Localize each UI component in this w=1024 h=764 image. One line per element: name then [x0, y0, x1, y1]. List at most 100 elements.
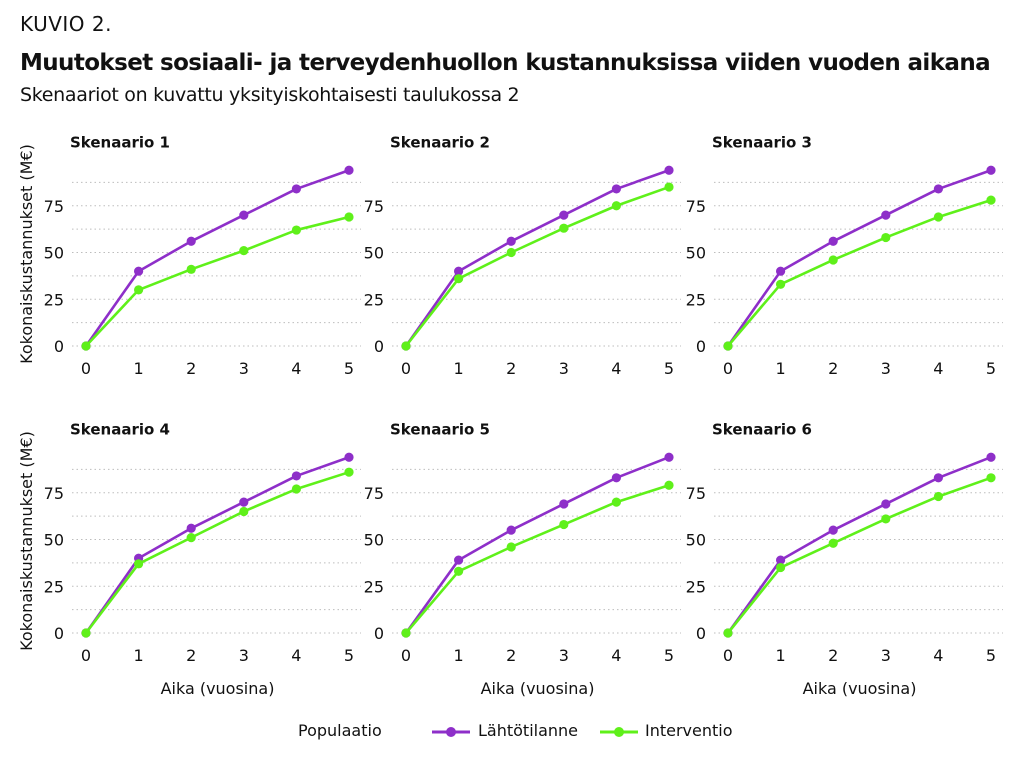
panel-4-line-lahtotilanne — [84, 455, 350, 634]
panel-6-x-tick-label: 4 — [933, 646, 943, 665]
panel-1-point-interventio — [134, 285, 144, 295]
panel-6-y-tick-label: 25 — [686, 577, 706, 596]
chart-subtitle: Skenaariot on kuvattu yksityiskohtaisest… — [20, 84, 520, 106]
panel-4-point-interventio — [291, 484, 301, 494]
panel-3-line-lahtotilanne — [726, 168, 992, 347]
panel-2-x-tick-label: 3 — [559, 359, 569, 378]
panel-3-point-lahtotilanne — [986, 165, 996, 175]
panel-1-y-tick-label: 75 — [44, 197, 64, 216]
panel-2-point-interventio — [664, 182, 674, 192]
panel-1-y-tick-label: 50 — [44, 244, 64, 263]
panel-1-x-tick-label: 4 — [291, 359, 301, 378]
panel-6-y-tick-label: 0 — [696, 624, 706, 643]
panel-2-point-lahtotilanne — [559, 210, 569, 220]
panel-6-line-interventio — [726, 476, 992, 634]
panel-2-y-tick-label: 0 — [374, 337, 384, 356]
panel-5-point-interventio — [611, 497, 622, 507]
panel-5-x-tick-label: 4 — [611, 646, 621, 665]
panel-4-y-tick-label: 50 — [44, 531, 64, 550]
panel-6-point-lahtotilanne — [776, 555, 786, 565]
panel-2-y-tick-label: 75 — [364, 197, 384, 216]
panel-1-point-lahtotilanne — [186, 236, 196, 246]
panel-4-x-tick-label: 4 — [291, 646, 301, 665]
panel-2-point-interventio — [611, 201, 622, 211]
panel-1-y-tick-label: 0 — [54, 337, 64, 356]
panel-1-point-interventio — [291, 225, 301, 235]
panel-3-point-interventio — [776, 279, 786, 289]
panel-6-point-lahtotilanne — [828, 525, 838, 535]
panel-2-point-lahtotilanne — [664, 165, 674, 175]
panel-1-line-lahtotilanne — [84, 168, 350, 347]
panel-6-x-tick-label: 3 — [881, 646, 891, 665]
panel-5-point-lahtotilanne — [454, 555, 464, 565]
panel-4-x-tick-label: 3 — [239, 646, 249, 665]
panel-1-point-interventio — [186, 264, 196, 274]
chart-title: Muutokset sosiaali- ja terveydenhuollon … — [20, 50, 991, 76]
panel-1-point-interventio — [344, 212, 354, 222]
panel-3-point-interventio — [723, 341, 733, 351]
panel-3-x-tick-label: 1 — [776, 359, 786, 378]
panel-3-x-tick-label: 2 — [828, 359, 838, 378]
panel-5-line-lahtotilanne — [404, 456, 670, 634]
panel-5-y-tick-label: 0 — [374, 624, 384, 643]
panel-4-x-tick-label: 0 — [81, 646, 91, 665]
panel-5-title: Skenaario 5 — [390, 420, 490, 438]
panel-2-point-interventio — [506, 247, 516, 258]
panel-2-point-lahtotilanne — [454, 266, 464, 276]
panel-4-point-lahtotilanne — [186, 523, 196, 533]
panel-2-x-tick-label: 2 — [506, 359, 516, 378]
panel-4-point-interventio — [344, 467, 354, 477]
panel-2-title: Skenaario 2 — [390, 133, 490, 151]
panel-4-line-interventio — [84, 470, 350, 634]
x-axis-label: Aika (vuosina) — [161, 679, 275, 698]
panel-2-x-tick-label: 4 — [611, 359, 621, 378]
panel-1-point-lahtotilanne — [134, 266, 144, 276]
panel-2-point-interventio — [401, 341, 411, 351]
panel-5-x-tick-label: 2 — [506, 646, 516, 665]
panel-6-y-tick-label: 75 — [686, 484, 706, 503]
panel-4-y-tick-label: 25 — [44, 577, 64, 596]
panel-3-x-tick-label: 4 — [933, 359, 943, 378]
panel-5-x-tick-label: 3 — [559, 646, 569, 665]
panel-2-point-interventio — [559, 223, 569, 233]
panel-5-point-lahtotilanne — [506, 525, 516, 535]
panel-5-point-lahtotilanne — [664, 452, 674, 462]
panel-4-point-interventio — [81, 628, 91, 638]
panel-6-point-lahtotilanne — [986, 452, 996, 462]
panel-2-y-tick-label: 25 — [364, 290, 384, 309]
panel-3-title: Skenaario 3 — [712, 133, 812, 151]
panel-5-point-lahtotilanne — [559, 499, 569, 509]
panel-4-point-interventio — [186, 533, 196, 543]
panel-5-x-tick-label: 0 — [401, 646, 411, 665]
panel-5-point-interventio — [401, 628, 411, 638]
panel-3-point-lahtotilanne — [828, 236, 838, 246]
panel-2-point-interventio — [454, 274, 464, 284]
panel-3-x-tick-label: 5 — [986, 359, 996, 378]
x-axis-label: Aika (vuosina) — [481, 679, 595, 698]
panel-2-line-interventio — [404, 185, 670, 347]
panel-6-point-interventio — [881, 514, 891, 524]
panel-3-point-lahtotilanne — [776, 266, 786, 276]
panel-6-point-interventio — [828, 538, 838, 548]
panel-3-point-lahtotilanne — [881, 210, 891, 220]
panel-5-point-interventio — [454, 566, 464, 576]
panel-2-x-tick-label: 0 — [401, 359, 411, 378]
panel-5-point-interventio — [664, 480, 674, 490]
panel-4-x-tick-label: 2 — [186, 646, 196, 665]
panel-3-point-lahtotilanne — [933, 184, 944, 194]
panel-6-point-interventio — [723, 628, 733, 638]
panel-5-y-tick-label: 75 — [364, 484, 384, 503]
panel-1-point-lahtotilanne — [239, 210, 249, 220]
panel-3-point-interventio — [933, 212, 944, 222]
panel-4-point-interventio — [134, 559, 144, 569]
panel-3-point-interventio — [881, 232, 891, 243]
panel-1-x-tick-label: 1 — [134, 359, 144, 378]
panel-6-point-lahtotilanne — [933, 473, 944, 483]
panel-1-x-tick-label: 5 — [344, 359, 354, 378]
panel-5-line-interventio — [405, 484, 670, 634]
panel-6-title: Skenaario 6 — [712, 420, 812, 438]
panel-5-x-tick-label: 5 — [664, 646, 674, 665]
panel-3-y-tick-label: 75 — [686, 197, 706, 216]
panel-5-point-interventio — [559, 519, 569, 530]
